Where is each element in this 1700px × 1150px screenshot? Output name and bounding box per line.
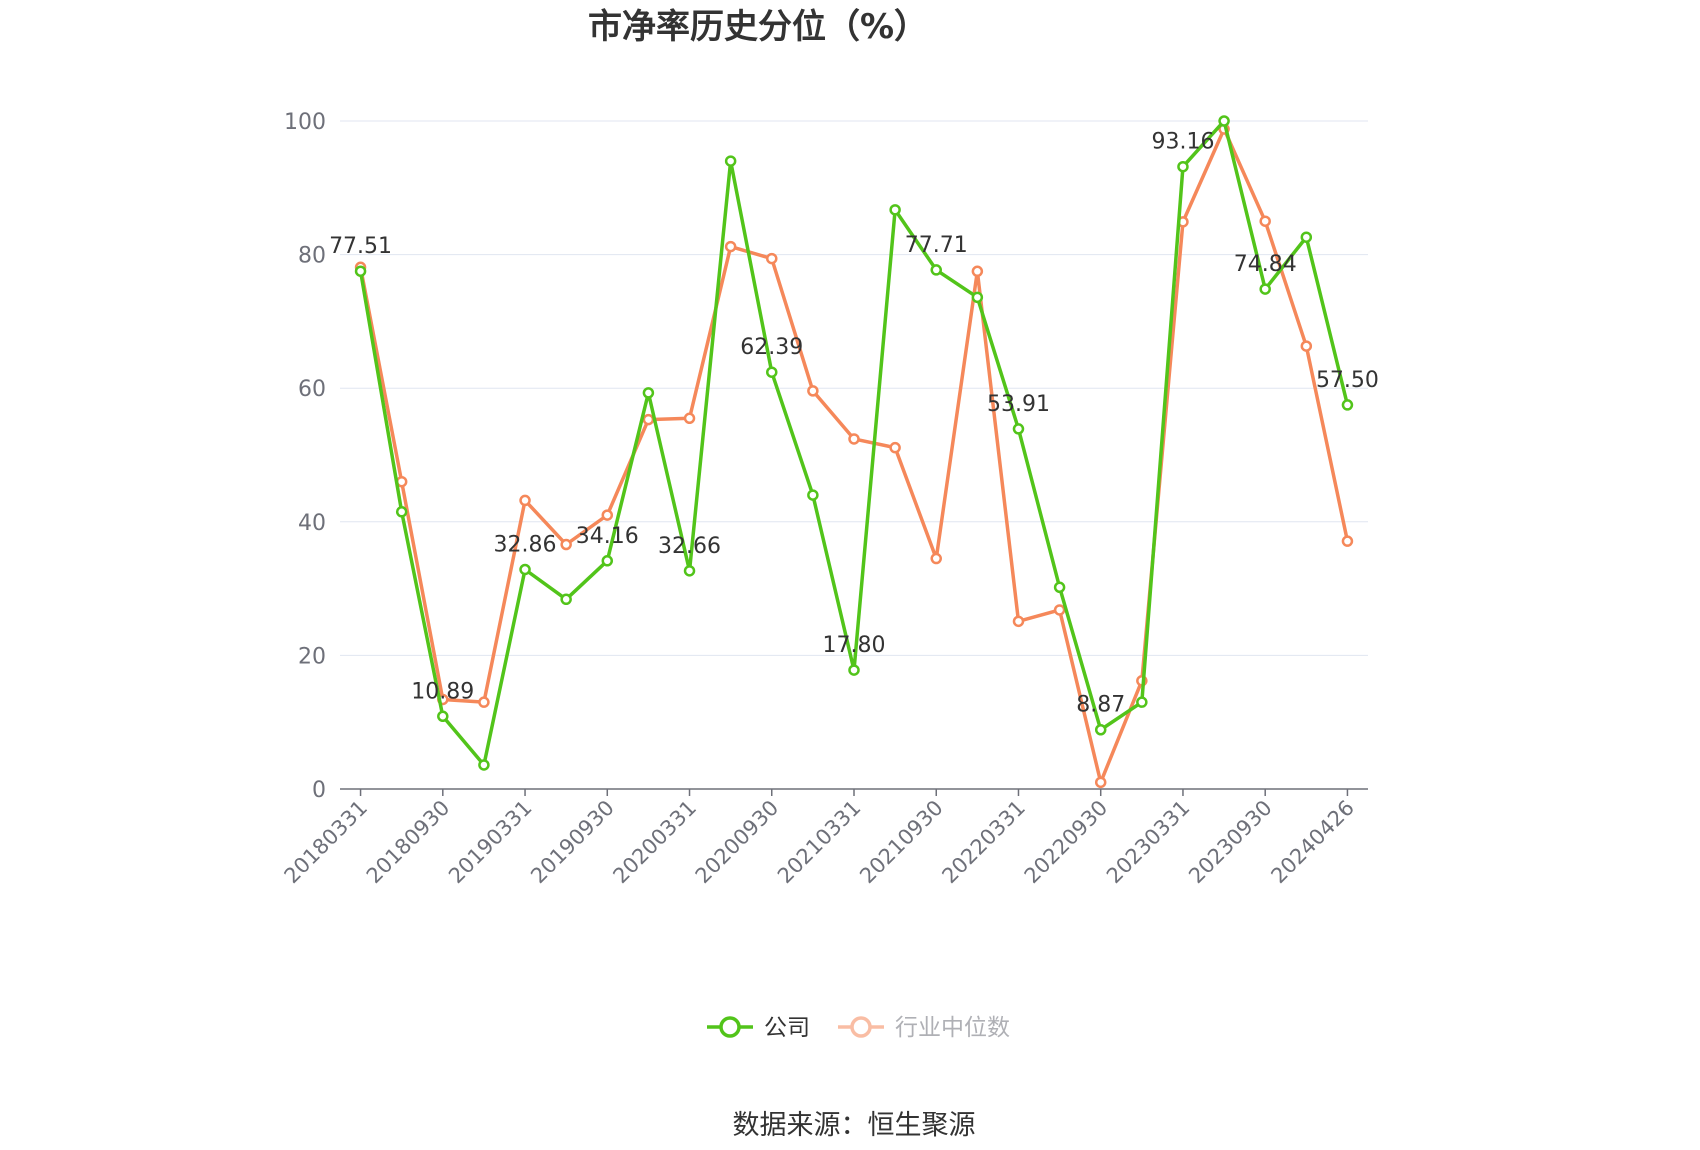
- x-tick-label: 20210331: [773, 796, 866, 889]
- data-point: [1094, 776, 1107, 789]
- legend: 公司 行业中位数: [707, 1015, 1010, 1041]
- data-label: 32.66: [658, 534, 721, 559]
- data-point: [1177, 160, 1189, 173]
- data-point: [642, 413, 655, 426]
- data-point: [848, 664, 860, 676]
- data-point: [1053, 604, 1066, 616]
- legend-item-industry-median: 行业中位数: [838, 1015, 1010, 1041]
- data-label: 34.16: [576, 524, 639, 549]
- series-layer: [354, 115, 1354, 789]
- data-point: [1259, 215, 1271, 227]
- data-point: [478, 759, 490, 771]
- data-point: [1012, 423, 1025, 435]
- data-point: [1136, 696, 1148, 708]
- data-point: [1053, 581, 1066, 594]
- legend-label: 公司: [764, 1015, 810, 1041]
- source-note: 数据来源：恒生聚源: [733, 1110, 976, 1141]
- x-tick-label: 20200331: [609, 796, 702, 889]
- legend-swatch-marker: [850, 1016, 872, 1038]
- data-point: [971, 291, 984, 304]
- data-point: [519, 563, 531, 576]
- data-point: [601, 555, 614, 567]
- x-tick-label: 20180331: [280, 796, 373, 889]
- data-label: 17.80: [823, 633, 886, 658]
- data-point: [930, 264, 942, 276]
- x-tick-label: 20230331: [1102, 796, 1195, 889]
- data-point: [1012, 615, 1025, 628]
- series-company: [354, 115, 1354, 771]
- data-point: [478, 696, 490, 708]
- data-point: [1341, 535, 1354, 547]
- y-tick-label: 80: [298, 244, 326, 269]
- data-point: [1300, 340, 1313, 352]
- data-label: 32.86: [494, 532, 557, 557]
- data-label: 62.39: [740, 335, 803, 360]
- data-point: [848, 433, 860, 445]
- y-tick-label: 40: [298, 511, 326, 536]
- data-label: 74.84: [1234, 252, 1297, 277]
- x-tick-label: 20220331: [937, 796, 1030, 889]
- series-line: [358, 127, 1350, 785]
- data-point: [766, 252, 778, 265]
- x-tick-label: 20180930: [362, 796, 455, 889]
- x-tick-label: 20230930: [1184, 796, 1277, 889]
- data-label: 77.51: [329, 234, 392, 259]
- data-point: [930, 552, 942, 565]
- data-point: [724, 155, 737, 167]
- legend-item-company: 公司: [707, 1015, 810, 1041]
- x-tick-label: 20220930: [1020, 796, 1113, 889]
- data-point: [642, 387, 655, 399]
- data-point: [889, 204, 901, 216]
- data-label: 77.71: [905, 233, 968, 258]
- data-point: [724, 240, 737, 253]
- data-point: [1341, 399, 1354, 411]
- data-label: 10.89: [411, 679, 474, 704]
- data-point: [601, 509, 614, 521]
- data-point: [766, 366, 778, 378]
- legend-swatch-marker: [719, 1016, 741, 1038]
- data-label: 8.87: [1076, 693, 1125, 718]
- x-tick-label: 20190331: [444, 796, 537, 889]
- x-tick-label: 20240426: [1266, 796, 1359, 889]
- data-point: [395, 506, 408, 518]
- data-point: [971, 265, 984, 278]
- y-axis: 0 20 40 60 80 100: [284, 110, 326, 803]
- y-tick-label: 60: [298, 377, 326, 402]
- data-point: [1259, 283, 1271, 295]
- data-point: [560, 593, 572, 606]
- data-point: [354, 265, 367, 277]
- data-label: 93.16: [1151, 130, 1214, 155]
- data-point: [560, 538, 572, 551]
- data-point: [1300, 231, 1313, 243]
- x-axis: 2018033120180930201903312019093020200331…: [280, 788, 1368, 889]
- chart-title: 市净率历史分位（%）: [588, 7, 928, 47]
- legend-label: 行业中位数: [895, 1015, 1010, 1041]
- y-tick-label: 100: [284, 110, 326, 135]
- data-label: 57.50: [1316, 368, 1379, 393]
- data-point: [437, 710, 449, 723]
- y-tick-label: 20: [298, 644, 326, 669]
- x-tick-label: 20200930: [691, 796, 784, 889]
- data-point: [683, 565, 696, 577]
- data-point: [807, 489, 819, 501]
- data-label: 53.91: [987, 392, 1050, 417]
- data-point: [1094, 723, 1107, 736]
- data-point: [519, 494, 531, 507]
- data-point: [683, 412, 696, 425]
- x-tick-label: 20210930: [855, 796, 948, 889]
- data-point: [807, 385, 819, 397]
- y-tick-label: 0: [312, 778, 326, 803]
- x-tick-label: 20190930: [526, 796, 619, 889]
- data-point: [1218, 115, 1230, 127]
- grid: [340, 120, 1368, 656]
- data-point: [889, 441, 901, 454]
- series-industry-median: [354, 123, 1354, 789]
- data-labels: 77.51 10.89 32.86 34.16 32.66 62.39 17.80 77.71…: [329, 130, 1379, 718]
